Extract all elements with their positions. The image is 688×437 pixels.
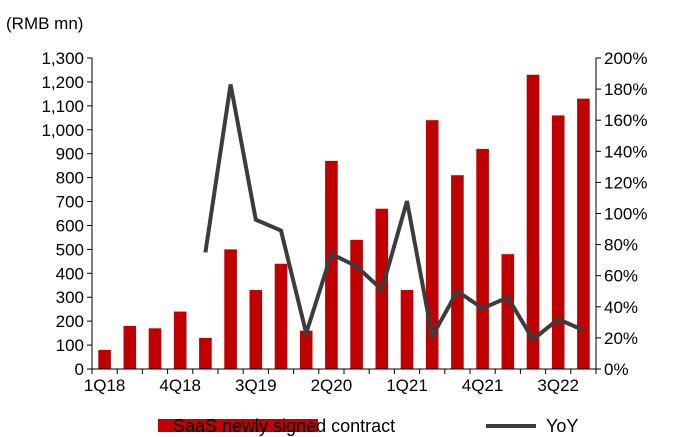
axes: 0 100 200 300 400 500 600 700 800 900 1,000 1,100 1,…	[41, 49, 647, 395]
bar-1Q18	[98, 349, 111, 369]
right-tick-label: 20%	[604, 329, 638, 348]
bar-1Q20	[299, 330, 313, 369]
bar-4Q21	[476, 148, 489, 369]
right-tick-label: 160%	[604, 111, 647, 130]
right-tick-label: 0%	[604, 360, 629, 379]
left-tick-label: 1,300	[41, 49, 84, 68]
legend-swatch-bar	[158, 419, 318, 432]
right-tick-label: 140%	[604, 142, 647, 161]
right-tick-label: 60%	[604, 267, 638, 286]
legend: SaaS newly signed contract YoY	[158, 416, 578, 436]
yoy-line-series	[203, 84, 585, 343]
right-tick-label: 80%	[604, 236, 638, 255]
bar-4Q18	[173, 311, 187, 369]
x-tick-label: 1Q21	[386, 376, 428, 395]
bar-3Q21	[451, 175, 464, 369]
right-tick-label: 100%	[604, 205, 647, 224]
bar-3Q22	[551, 115, 565, 369]
bar-4Q19	[274, 263, 288, 369]
left-tick-label: 400	[56, 264, 84, 283]
bar-series	[98, 74, 590, 370]
bar-3Q20	[350, 239, 363, 369]
x-tick-label: 4Q21	[462, 376, 504, 395]
legend-label-line: YoY	[546, 416, 578, 436]
bar-3Q18	[148, 328, 162, 369]
x-tick-label: 4Q18	[159, 376, 201, 395]
bar-1Q21	[400, 290, 414, 369]
x-tick-label: 3Q19	[235, 376, 277, 395]
x-tick-label: 3Q22	[537, 376, 579, 395]
bar-2Q21	[425, 120, 439, 369]
right-tick-label: 120%	[604, 173, 647, 192]
left-tick-label: 500	[56, 240, 84, 259]
left-tick-label: 700	[56, 193, 84, 212]
bar-1Q22	[501, 254, 515, 369]
bar-2Q19	[224, 249, 237, 369]
left-tick-label: 200	[56, 312, 84, 331]
right-tick-label: 200%	[604, 49, 647, 68]
x-tick-label: 2Q20	[311, 376, 353, 395]
legend-label-bar: SaaS newly signed contract	[173, 416, 395, 436]
left-tick-label: 1,100	[41, 97, 84, 116]
left-tick-label: 100	[56, 336, 84, 355]
bar-4Q22	[577, 98, 590, 370]
bar-2Q20	[325, 160, 338, 369]
yoy-line	[203, 84, 585, 343]
left-tick-label: 900	[56, 145, 84, 164]
bar-3Q19	[249, 290, 263, 369]
left-tick-label: 800	[56, 169, 84, 188]
right-tick-label: 180%	[604, 80, 647, 99]
bar-2Q22	[526, 74, 540, 369]
left-tick-label: 300	[56, 288, 84, 307]
right-tick-label: 40%	[604, 298, 638, 317]
left-tick-label: 1,200	[41, 73, 84, 92]
bar-2Q18	[123, 325, 137, 369]
x-tick-label: 1Q18	[84, 376, 126, 395]
left-tick-label: 1,000	[41, 121, 84, 140]
left-tick-label: 600	[56, 216, 84, 235]
bar-1Q19	[199, 337, 212, 369]
left-tick-label: 0	[75, 360, 84, 379]
left-axis-unit-label: (RMB mn)	[6, 14, 83, 33]
